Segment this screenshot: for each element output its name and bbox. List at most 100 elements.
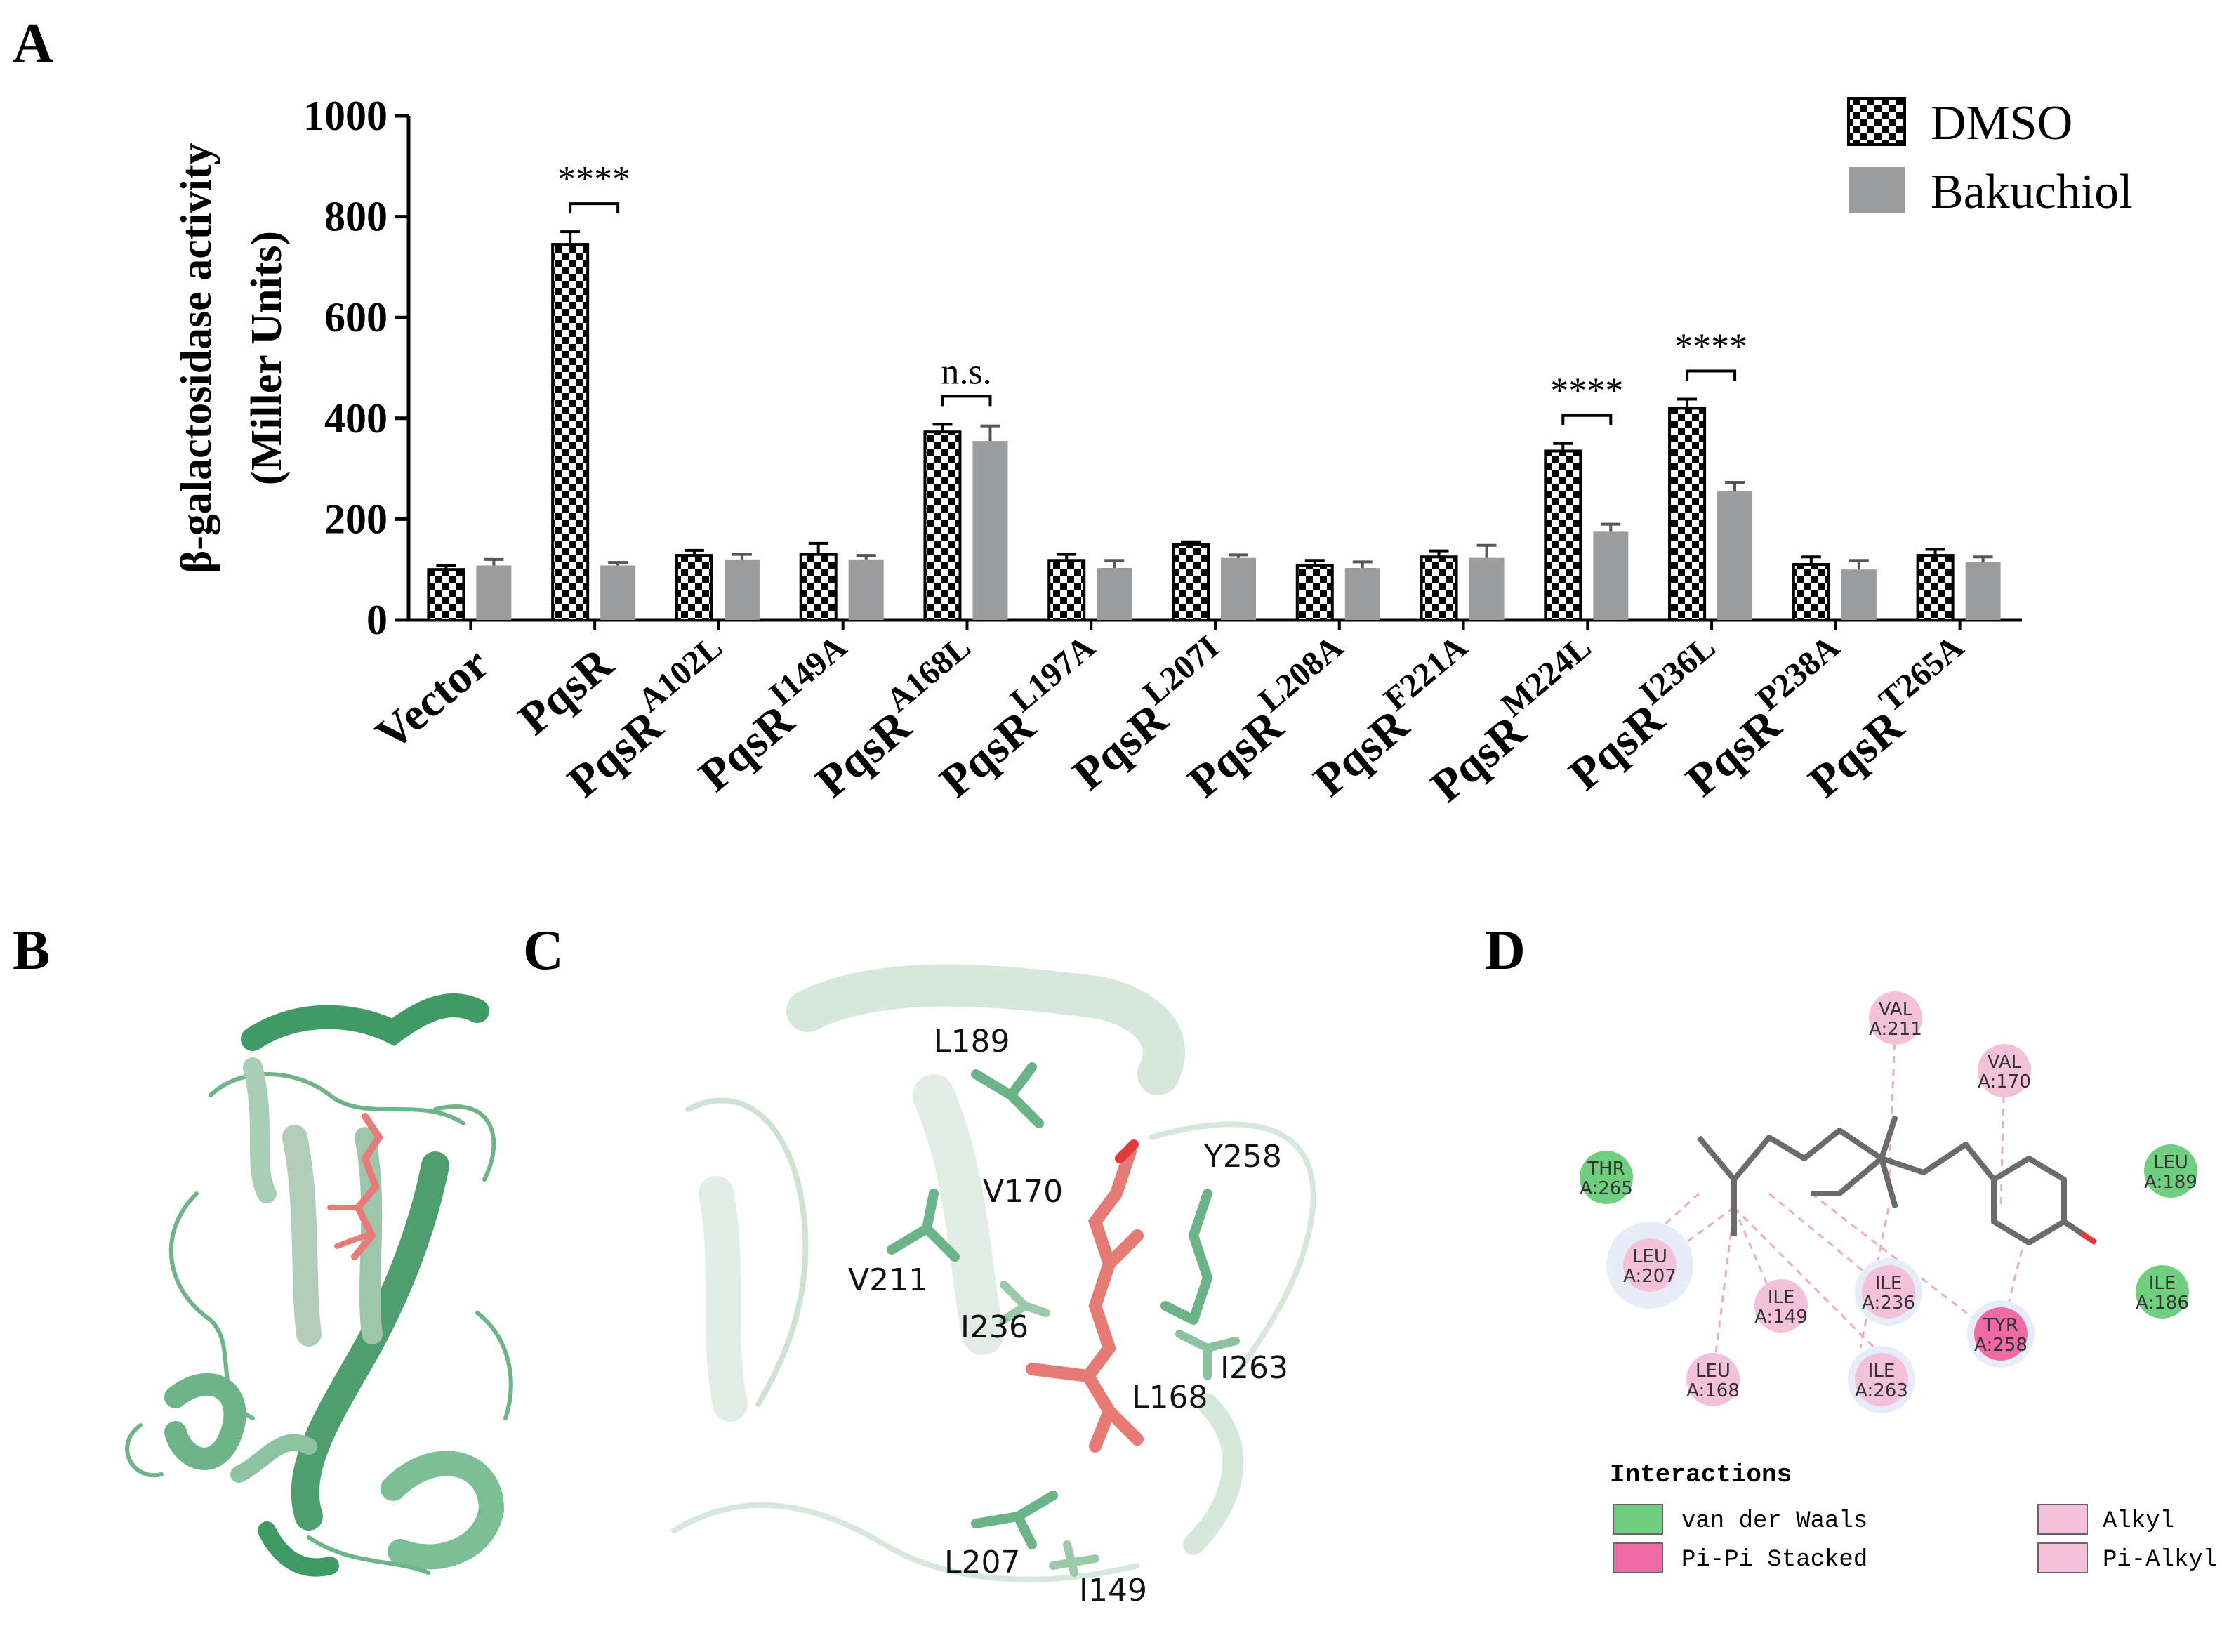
residue-label-i263: I263 (1220, 1350, 1288, 1386)
residue-circle-leu-a189 (2144, 1144, 2197, 1198)
bar-dmso-8 (1420, 555, 1458, 621)
bar-bakuchiol-5 (1097, 568, 1132, 620)
x-tick-label-superscript: I236L (1632, 628, 1722, 712)
bar-bakuchiol-3 (848, 559, 884, 620)
x-tick-label-superscript: A168L (879, 628, 977, 720)
residue-name: LEU (2153, 1152, 2188, 1173)
legend-label-pipi: Pi-Pi Stacked (1681, 1547, 1867, 1573)
residue-label-l168: L168 (1132, 1380, 1208, 1415)
residue-name: LEU (1632, 1246, 1667, 1267)
x-tick-label-superscript: P238A (1750, 628, 1846, 718)
significance-bracket (1561, 414, 1613, 425)
residue-label-v170: V170 (983, 1174, 1063, 1210)
bar-bakuchiol-6 (1221, 557, 1256, 620)
legend-label-vdw: van der Waals (1681, 1508, 1867, 1535)
residue-circle-tyr-a258 (1974, 1307, 2028, 1361)
residue-name: THR (1587, 1158, 1625, 1179)
legend-swatch-vdw (1613, 1504, 1663, 1535)
legend-swatch-alkyl (2037, 1504, 2088, 1535)
interaction-legend: Interactions van der Waals Pi-Pi Stacked… (1610, 1460, 2217, 1573)
x-tick-label-superscript: L207I (1136, 628, 1226, 712)
significance-bracket (941, 395, 992, 407)
significance-label: **** (1550, 371, 1623, 411)
residue-circle-thr-a265 (1580, 1151, 1633, 1204)
y-axis-label-line2: (Miller Units) (243, 231, 291, 485)
legend-swatch-pialkyl (2037, 1542, 2088, 1573)
legend-swatch-bakuchiol (1849, 167, 1905, 213)
residue-id: A:186 (2136, 1293, 2189, 1314)
residue-id: A:149 (1754, 1307, 1808, 1328)
residue-name: VAL (1879, 999, 1913, 1020)
bar-bakuchiol-8 (1469, 557, 1505, 620)
significance-bracket (1686, 369, 1737, 381)
bar-dmso-9 (1544, 449, 1582, 621)
bar-chart: β-galactosidase activity (Miller Units) … (173, 93, 2133, 812)
legend-label-alkyl: Alkyl (2103, 1508, 2174, 1535)
residue-label-i149: I149 (1079, 1573, 1147, 1608)
residue-id: A:265 (1580, 1178, 1633, 1199)
residue-id: A:207 (1623, 1266, 1677, 1287)
panel-label-d: D (1485, 920, 1526, 982)
y-axis-label-line1: β-galactosidase activity (173, 143, 220, 574)
bar-bakuchiol-0 (476, 565, 512, 620)
ligand-2d-structure (1696, 1115, 2087, 1245)
residue-id: A:168 (1686, 1380, 1740, 1401)
residue-label-l189: L189 (934, 1024, 1010, 1059)
panel-label-b: B (13, 920, 50, 982)
residue-label-i236: I236 (960, 1309, 1029, 1345)
y-tick-label: 200 (324, 496, 388, 542)
y-tick-label: 0 (366, 597, 388, 643)
residue-name: LEU (1695, 1361, 1731, 1382)
residue-id: A:258 (1974, 1335, 2028, 1356)
bar-dmso-6 (1172, 543, 1210, 621)
x-tick-label-superscript: M224L (1494, 628, 1598, 725)
residue-circle-ile-a236 (1862, 1265, 1915, 1319)
legend-swatch-dmso (1847, 97, 1906, 146)
residue-name: ILE (1875, 1273, 1903, 1294)
residue-label-y258: Y258 (1203, 1139, 1282, 1175)
significance-bracket (569, 202, 620, 214)
residue-id: A:236 (1862, 1293, 1915, 1314)
x-tick-label-superscript: L197A (1003, 628, 1102, 720)
x-tick-label-base: Vector (366, 638, 498, 760)
bar-dmso-11 (1792, 563, 1830, 622)
bar-bakuchiol-7 (1344, 568, 1380, 620)
bar-dmso-10 (1668, 407, 1707, 621)
residue-label-l207: L207 (944, 1545, 1021, 1580)
residue-circle-val-a170 (1978, 1044, 2031, 1097)
y-tick-label: 800 (324, 194, 388, 240)
residue-name: ILE (1868, 1361, 1896, 1382)
residue-circle-leu-a207 (1623, 1238, 1677, 1292)
residue-id: A:170 (1978, 1071, 2031, 1092)
residue-id: A:189 (2144, 1172, 2197, 1193)
legend: DMSO Bakuchiol (1847, 96, 2133, 219)
y-tick-label: 1000 (303, 93, 388, 139)
significance-label: n.s. (941, 352, 991, 392)
legend-swatch-pipi (1613, 1542, 1663, 1573)
legend-label-dmso: DMSO (1931, 96, 2072, 150)
protein-structure-image (125, 993, 513, 1577)
interaction-diagram: VALA:211VALA:170THRA:265LEUA:189LEUA:207… (1580, 991, 2217, 1573)
bar-dmso-12 (1916, 554, 1955, 622)
bar-dmso-0 (427, 568, 465, 622)
bar-dmso-7 (1295, 564, 1334, 621)
residue-circle-leu-a168 (1686, 1353, 1740, 1406)
bar-bakuchiol-4 (972, 441, 1008, 620)
bar-dmso-5 (1047, 559, 1086, 621)
x-tick-label-superscript: A102L (631, 628, 729, 720)
residue-id: A:263 (1855, 1380, 1908, 1401)
x-tick-label-superscript: L208A (1252, 628, 1351, 720)
x-tick-label-superscript: I149A (762, 628, 854, 713)
x-tick-label-superscript: T265A (1872, 628, 1971, 720)
residue-circle-ile-a149 (1754, 1279, 1808, 1333)
bar-dmso-4 (923, 430, 962, 621)
residue-name: TYR (1983, 1315, 2018, 1336)
residue-name: VAL (1988, 1052, 2022, 1073)
y-tick-label: 600 (324, 294, 388, 341)
residue-name: ILE (1768, 1287, 1795, 1308)
panel-label-a: A (13, 13, 53, 74)
panel-label-c: C (523, 920, 564, 982)
panel-c-labels: L189 V170 Y258 V211 I236 I263 L168 L207 … (848, 1024, 1288, 1608)
binding-pocket-image (671, 964, 1316, 1582)
